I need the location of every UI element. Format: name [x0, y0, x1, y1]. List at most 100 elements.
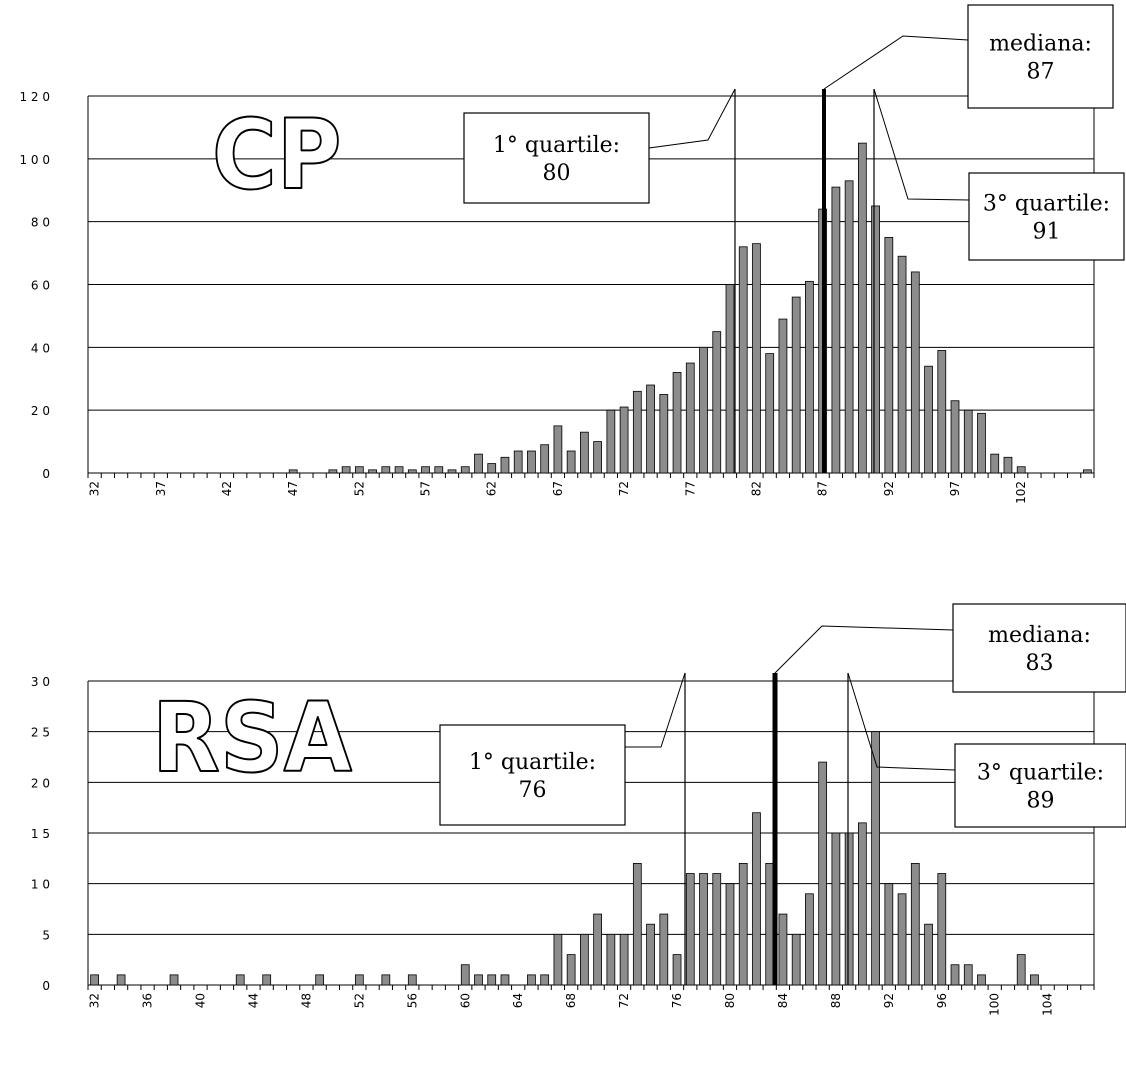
x-tick-label: 88: [829, 993, 843, 1008]
bar: [487, 463, 497, 474]
bar: [1030, 974, 1039, 986]
bar: [1016, 954, 1026, 986]
y-tick-label: 1 0 0: [19, 153, 50, 167]
x-tick-label: 57: [419, 481, 433, 496]
bar: [805, 893, 814, 986]
y-tick-label: 2 0: [31, 404, 50, 418]
annotation-label: 3° quartile:: [983, 192, 1110, 217]
bar: [831, 832, 841, 986]
bar: [368, 469, 377, 474]
annotation-box: [968, 172, 1125, 261]
bar: [871, 205, 880, 474]
bar: [328, 469, 338, 474]
y-tick-label: 1 5: [31, 827, 50, 841]
bar: [712, 873, 722, 986]
x-tick-label: 62: [485, 481, 499, 496]
bar: [487, 974, 497, 986]
chart-title: CP: [212, 98, 342, 210]
bar: [685, 362, 695, 474]
x-tick-label: 32: [88, 481, 102, 496]
bar: [421, 466, 430, 474]
annotation-label: 1° quartile:: [493, 133, 620, 158]
leader-line: [847, 672, 956, 771]
bar: [937, 350, 947, 474]
bar: [566, 450, 576, 474]
x-tick-label: 56: [405, 993, 419, 1008]
annotation-label: 3° quartile:: [977, 761, 1104, 786]
bar: [447, 469, 457, 474]
bar: [910, 863, 920, 986]
chart-title: RSA: [152, 681, 352, 793]
y-tick-label: 5: [42, 928, 50, 942]
x-tick-label: 32: [88, 993, 102, 1008]
bar: [235, 974, 245, 986]
bar: [977, 974, 986, 986]
bar: [354, 974, 364, 986]
bar: [699, 873, 708, 986]
bar: [685, 873, 695, 986]
x-tick-label: 80: [723, 993, 737, 1008]
bar: [540, 444, 550, 474]
y-tick-label: 2 5: [31, 726, 50, 740]
bar: [778, 913, 788, 986]
annotation-label: mediana:: [988, 623, 1091, 648]
bar: [963, 964, 973, 986]
annotation-value: 80: [543, 161, 571, 186]
x-tick-label: 92: [882, 481, 896, 496]
bar: [778, 318, 788, 474]
x-tick-label: 104: [1041, 993, 1055, 1016]
bar: [619, 933, 629, 986]
y-tick-label: 0: [42, 979, 50, 993]
x-tick-label: 100: [988, 993, 1002, 1016]
x-tick-label: 42: [220, 481, 234, 496]
bar: [924, 365, 933, 474]
x-tick-label: 52: [352, 993, 366, 1008]
bar: [857, 142, 867, 474]
x-tick-label: 36: [141, 993, 155, 1008]
bar: [818, 761, 828, 986]
bar: [1016, 466, 1026, 474]
bar: [341, 466, 351, 474]
leader-line: [648, 88, 736, 149]
bar: [712, 331, 722, 474]
bar: [593, 441, 602, 474]
bar: [500, 456, 510, 474]
bar: [844, 180, 854, 474]
bar: [857, 822, 867, 986]
bar: [407, 469, 417, 474]
y-tick-label: 6 0: [31, 279, 50, 293]
x-tick-label: 37: [154, 481, 168, 496]
bar: [553, 933, 563, 986]
bar: [646, 923, 655, 986]
cp-chart: 0 2 0 4 0 6 0 8 0 1 0 0 1 2 0 32 37 42 47 52 57 62 67 7…: [19, 4, 1125, 504]
bar: [950, 400, 960, 474]
y-tick-label: 2 0: [31, 776, 50, 790]
x-tick-label: 84: [776, 993, 790, 1008]
bar: [738, 863, 748, 986]
x-tick-label: 96: [935, 993, 949, 1008]
bar: [897, 893, 907, 986]
x-tick-label: 44: [246, 993, 260, 1008]
x-tick-label: 97: [948, 481, 962, 496]
bar: [884, 236, 894, 474]
bar: [474, 974, 483, 986]
bar: [566, 954, 576, 986]
bar: [394, 466, 404, 474]
bar: [924, 923, 933, 986]
bar: [844, 832, 854, 986]
bar: [381, 466, 391, 474]
bar: [90, 974, 99, 986]
bar: [884, 883, 894, 986]
bar: [460, 964, 470, 986]
bar: [659, 394, 669, 474]
bar: [474, 453, 483, 474]
bar: [738, 246, 748, 474]
bar: [1083, 469, 1092, 474]
bar: [831, 186, 841, 474]
x-tick-label: 76: [670, 993, 684, 1008]
y-tick-label: 1 2 0: [19, 90, 50, 104]
y-tick-label: 3 0: [31, 675, 50, 689]
bar: [540, 974, 550, 986]
bar: [580, 933, 589, 986]
